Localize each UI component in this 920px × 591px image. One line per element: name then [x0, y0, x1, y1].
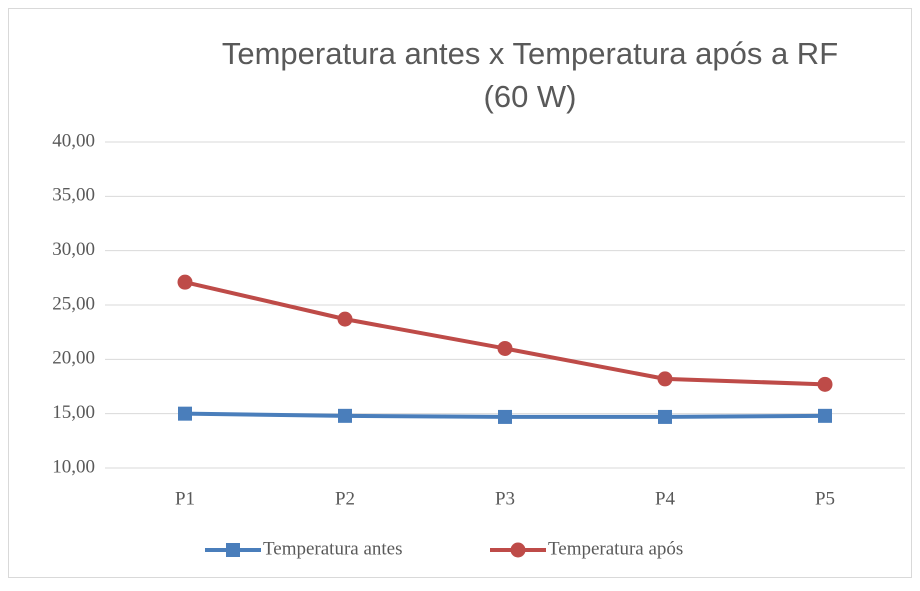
x-tick-label: P4 — [655, 488, 676, 509]
y-tick-label: 20,00 — [52, 348, 95, 369]
marker — [338, 408, 352, 423]
chart-title: (60 W) — [484, 79, 577, 114]
marker — [658, 409, 672, 424]
y-tick-label: 25,00 — [52, 293, 95, 314]
marker — [497, 340, 513, 356]
marker — [178, 406, 192, 421]
legend-label: Temperatura antes — [263, 538, 403, 559]
legend-marker — [510, 542, 526, 558]
y-tick-label: 10,00 — [52, 456, 95, 477]
x-tick-label: P1 — [175, 488, 195, 509]
chart-title: Temperatura antes x Temperatura após a R… — [222, 36, 838, 71]
marker — [657, 371, 673, 387]
y-tick-label: 15,00 — [52, 402, 95, 423]
marker — [818, 408, 832, 423]
marker — [337, 311, 353, 327]
x-tick-label: P3 — [495, 488, 515, 509]
x-tick-label: P2 — [335, 488, 355, 509]
marker — [817, 376, 833, 392]
chart-border — [8, 8, 912, 578]
y-tick-label: 40,00 — [52, 130, 95, 151]
y-tick-label: 30,00 — [52, 239, 95, 260]
legend-label: Temperatura após — [548, 538, 683, 559]
legend-marker — [226, 543, 240, 557]
y-tick-label: 35,00 — [52, 185, 95, 206]
x-tick-label: P5 — [815, 488, 835, 509]
marker — [177, 274, 193, 290]
marker — [498, 409, 512, 424]
